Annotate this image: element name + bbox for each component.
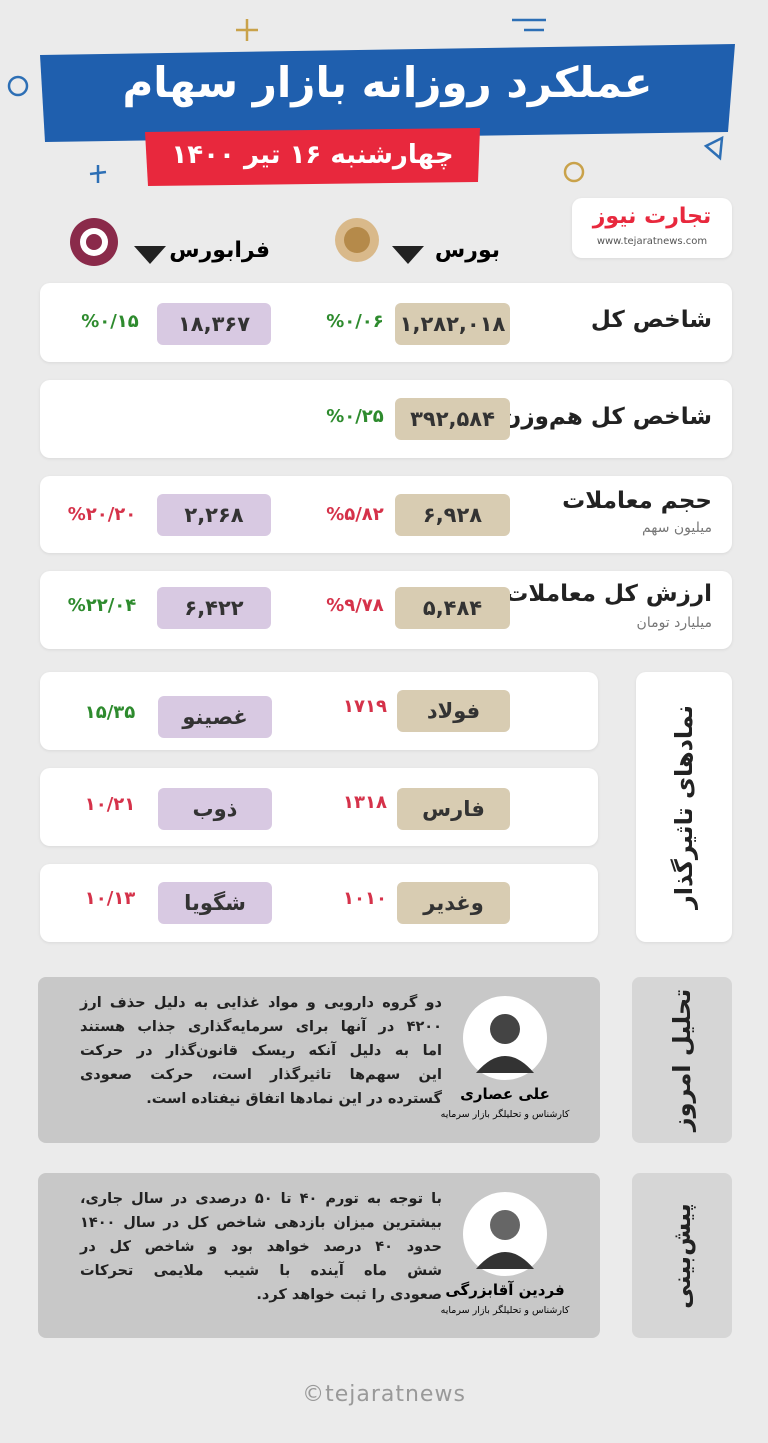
text-line: ۴۲۰۰ در آنها برای سرمایه‌گذاری جذاب هستن… — [80, 1019, 442, 1035]
forecast-text: با توجه به تورم ۴۰ تا ۵۰ درصدی در سال جا… — [80, 1187, 442, 1307]
title: عملکرد روزانه بازار سهام — [122, 58, 653, 107]
author-name: علی عصاری — [460, 1085, 550, 1103]
change: %۰/۱۵ — [81, 311, 139, 332]
value: ۱۸,۳۶۷ — [157, 303, 271, 345]
value: ۵,۴۸۴ — [395, 587, 510, 629]
change: %۰/۰۶ — [326, 311, 384, 332]
forecast-title-box: پیش‌بینی — [632, 1173, 732, 1338]
value: ۶,۴۲۲ — [157, 587, 271, 629]
text-line: این سهم‌ها تاثیرگذار است، حرکت صعودی — [80, 1067, 442, 1083]
symbol: فولاد — [397, 690, 510, 732]
symbol: ذوب — [158, 788, 272, 830]
indicator-row: ارزش کل معاملات میلیارد تومان ۵,۴۸۴ %۹/۷… — [40, 571, 732, 649]
text-line: صعودی را ثبت خواهد کرد. — [256, 1287, 442, 1303]
text-line: شش ماه آینده با شیب ملایمی تحرکات — [80, 1263, 442, 1279]
text-line: بیشترین میزان بازدهی شاخص کل در سال ۱۴۰۰ — [80, 1215, 442, 1231]
analysis-title: تحلیل امروز — [668, 988, 696, 1132]
row-unit: میلیارد تومان — [636, 615, 712, 631]
symbol-value: ۱۰/۲۱ — [84, 794, 136, 815]
text-line: با توجه به تورم ۴۰ تا ۵۰ درصدی در سال جا… — [80, 1191, 442, 1207]
author-photo — [463, 1192, 547, 1276]
symbols-title-box: نمادهای تاثیرگذار — [636, 672, 732, 942]
farabourse-icon — [70, 218, 118, 266]
indicator-row: شاخص کل ۱,۲۸۲,۰۱۸ %۰/۰۶ ۱۸,۳۶۷ %۰/۱۵ — [40, 283, 732, 362]
symbol-value: ۱۵/۳۵ — [84, 702, 136, 723]
indicator-row: حجم معاملات میلیون سهم ۶,۹۲۸ %۵/۸۲ ۲,۲۶۸… — [40, 476, 732, 553]
symbols-title: نمادهای تاثیرگذار — [670, 704, 698, 910]
symbol-row: وغدیر ۱۰۱۰ شگویا ۱۰/۱۳ — [40, 864, 598, 942]
date: چهارشنبه ۱۶ تیر ۱۴۰۰ — [171, 140, 454, 170]
bourse-icon — [335, 218, 379, 262]
analysis-box: دو گروه دارویی و مواد غذایی به دلیل حذف … — [38, 977, 600, 1143]
author-role: کارشناس و تحلیلگر بازار سرمایه — [440, 1109, 570, 1120]
author-name: فردین آقابزرگی — [445, 1281, 565, 1299]
text-line: حدود ۴۰ درصد خواهد بود و شاخص کل در — [80, 1239, 443, 1255]
row-label: حجم معاملات — [562, 488, 712, 514]
change: %۹/۷۸ — [326, 595, 384, 616]
row-label: ارزش کل معاملات — [505, 581, 712, 607]
value: ۲,۲۶۸ — [157, 494, 271, 536]
symbol: وغدیر — [397, 882, 510, 924]
indicator-row: شاخص کل هم‌وزن ۳۹۲,۵۸۴ %۰/۲۵ — [40, 380, 732, 458]
logo-name: تجارت نیوز — [592, 204, 712, 229]
symbol-row: فارس ۱۳۱۸ ذوب ۱۰/۲۱ — [40, 768, 598, 846]
symbol: غصینو — [158, 696, 272, 738]
text-line: اما به دلیل آنکه ریسک قانون‌گذار در حرکت — [80, 1043, 442, 1059]
row-label: شاخص کل هم‌وزن — [501, 404, 712, 430]
symbol-value: ۱۰/۱۳ — [84, 888, 136, 909]
forecast-title: پیش‌بینی — [668, 1202, 696, 1309]
change: %۲۰/۲۰ — [67, 504, 137, 525]
market-header: فرابورس — [169, 238, 270, 263]
symbol: فارس — [397, 788, 510, 830]
text-line: دو گروه دارویی و مواد غذایی به دلیل حذف … — [80, 995, 442, 1011]
symbol-value: ۱۰۱۰ — [343, 888, 387, 909]
change: %۲۲/۰۴ — [67, 595, 137, 616]
logo-url: www.tejaratnews.com — [596, 236, 708, 247]
row-label: شاخص کل — [590, 307, 712, 333]
text-line: گسترده در این نمادها اتفاق نیفتاده است. — [146, 1091, 442, 1107]
value: ۶,۹۲۸ — [395, 494, 510, 536]
author-role: کارشناس و تحلیلگر بازار سرمایه — [440, 1305, 570, 1316]
author-photo — [463, 996, 547, 1080]
symbol-value: ۱۳۱۸ — [343, 792, 387, 813]
value: ۳۹۲,۵۸۴ — [395, 398, 510, 440]
logo: تجارت نیوز www.tejaratnews.com — [572, 198, 732, 258]
analysis-text: دو گروه دارویی و مواد غذایی به دلیل حذف … — [80, 991, 442, 1111]
analysis-title-box: تحلیل امروز — [632, 977, 732, 1143]
change: %۰/۲۵ — [326, 406, 384, 427]
forecast-box: با توجه به تورم ۴۰ تا ۵۰ درصدی در سال جا… — [38, 1173, 600, 1338]
value: ۱,۲۸۲,۰۱۸ — [395, 303, 510, 345]
symbol: شگویا — [158, 882, 272, 924]
symbol-value: ۱۷۱۹ — [343, 696, 387, 717]
change: %۵/۸۲ — [326, 504, 384, 525]
symbol-row: فولاد ۱۷۱۹ غصینو ۱۵/۳۵ — [40, 672, 598, 750]
market-header: بورس — [434, 238, 500, 263]
footer: ©tejaratnews — [302, 1382, 466, 1407]
row-unit: میلیون سهم — [641, 520, 712, 536]
